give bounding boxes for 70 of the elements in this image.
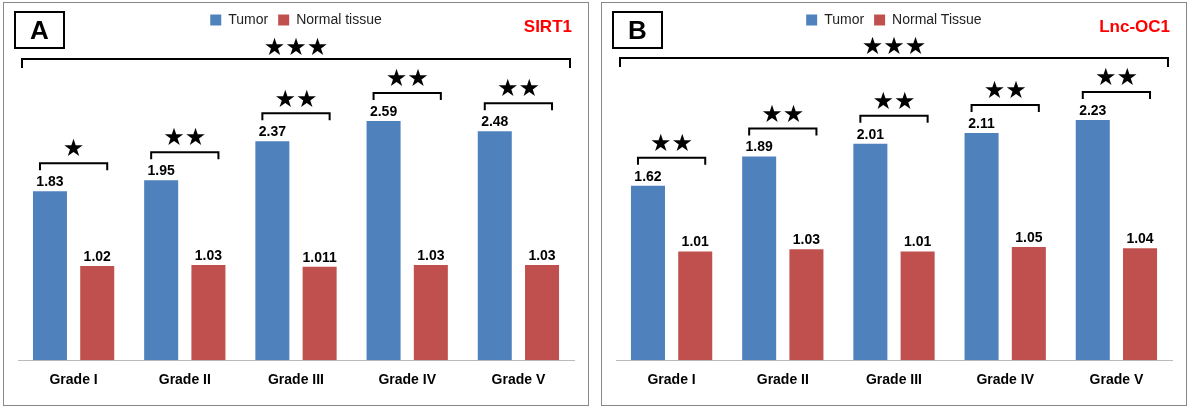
x-tick-label: Grade IV bbox=[378, 371, 437, 388]
annotation: ★ bbox=[62, 134, 85, 163]
bar bbox=[853, 143, 888, 361]
text: ★★ bbox=[1094, 63, 1138, 92]
data-label: 2.11 bbox=[968, 114, 996, 131]
bar bbox=[366, 121, 401, 361]
x-tick-label: Grade V bbox=[1089, 371, 1144, 388]
data-label: 1.01 bbox=[904, 233, 932, 250]
x-tick-label: Grade III bbox=[865, 371, 923, 388]
text: ★★ bbox=[385, 64, 429, 93]
bar bbox=[302, 266, 337, 361]
bar bbox=[80, 266, 115, 361]
text: ★★★ bbox=[263, 33, 329, 62]
bar bbox=[964, 132, 999, 361]
bar bbox=[525, 265, 560, 361]
bar bbox=[900, 251, 935, 361]
text: ★★ bbox=[983, 76, 1027, 105]
bar bbox=[1011, 247, 1046, 361]
legend-label: Normal tissue bbox=[296, 10, 382, 27]
annotation: ★★ bbox=[163, 123, 207, 152]
data-label: 1.01 bbox=[681, 233, 710, 250]
legend-label: Normal Tissue bbox=[892, 10, 982, 27]
x-tick-label: Grade I bbox=[49, 371, 98, 388]
text: ★★ bbox=[274, 84, 318, 113]
chart-title: SIRT1 bbox=[523, 17, 572, 37]
data-label: 1.83 bbox=[36, 173, 64, 190]
x-tick-label: Grade III bbox=[267, 371, 325, 388]
x-tick-label: Grade V bbox=[491, 371, 546, 388]
data-label: 1.05 bbox=[1015, 228, 1043, 245]
data-label: 1.89 bbox=[745, 138, 774, 155]
annotation: ★★ bbox=[761, 99, 805, 128]
data-label: 1.04 bbox=[1126, 230, 1154, 247]
x-tick-label: Grade II bbox=[756, 371, 809, 388]
legend-label: Tumor bbox=[228, 10, 269, 27]
data-label: 2.48 bbox=[481, 113, 509, 130]
bar bbox=[789, 249, 824, 361]
data-label: 1.02 bbox=[83, 247, 112, 264]
text: B bbox=[612, 11, 663, 49]
data-label: 2.37 bbox=[258, 123, 287, 140]
bar bbox=[255, 141, 290, 361]
data-label: 1.62 bbox=[634, 167, 662, 184]
text: ★★ bbox=[872, 86, 916, 115]
bar bbox=[678, 251, 713, 361]
data-label: 1.95 bbox=[147, 161, 176, 178]
bar bbox=[413, 265, 448, 361]
data-label: 1.03 bbox=[792, 231, 821, 248]
x-tick-label: Grade II bbox=[158, 371, 211, 388]
bar bbox=[32, 191, 67, 361]
data-label: 2.01 bbox=[856, 125, 885, 142]
bar bbox=[191, 265, 226, 361]
bar bbox=[144, 180, 179, 361]
bar bbox=[630, 185, 665, 361]
text: A bbox=[14, 11, 65, 49]
data-label: 1.03 bbox=[417, 246, 445, 263]
data-label: 1.011 bbox=[302, 248, 337, 265]
annotation: ★★ bbox=[650, 128, 694, 157]
bar bbox=[1123, 248, 1158, 361]
data-label: 1.03 bbox=[528, 246, 556, 263]
bar bbox=[742, 156, 777, 361]
data-label: 1.03 bbox=[194, 246, 223, 263]
data-label: 2.23 bbox=[1079, 101, 1107, 118]
text: ★★★ bbox=[861, 32, 927, 61]
text: ★★ bbox=[496, 74, 540, 103]
chart-title: Lnc-OC1 bbox=[1099, 17, 1170, 37]
legend-label: Tumor bbox=[824, 10, 865, 27]
bar bbox=[477, 131, 512, 361]
bar bbox=[1075, 119, 1110, 361]
data-label: 2.59 bbox=[369, 102, 398, 119]
x-tick-label: Grade I bbox=[647, 371, 696, 388]
x-tick-label: Grade IV bbox=[976, 371, 1035, 388]
